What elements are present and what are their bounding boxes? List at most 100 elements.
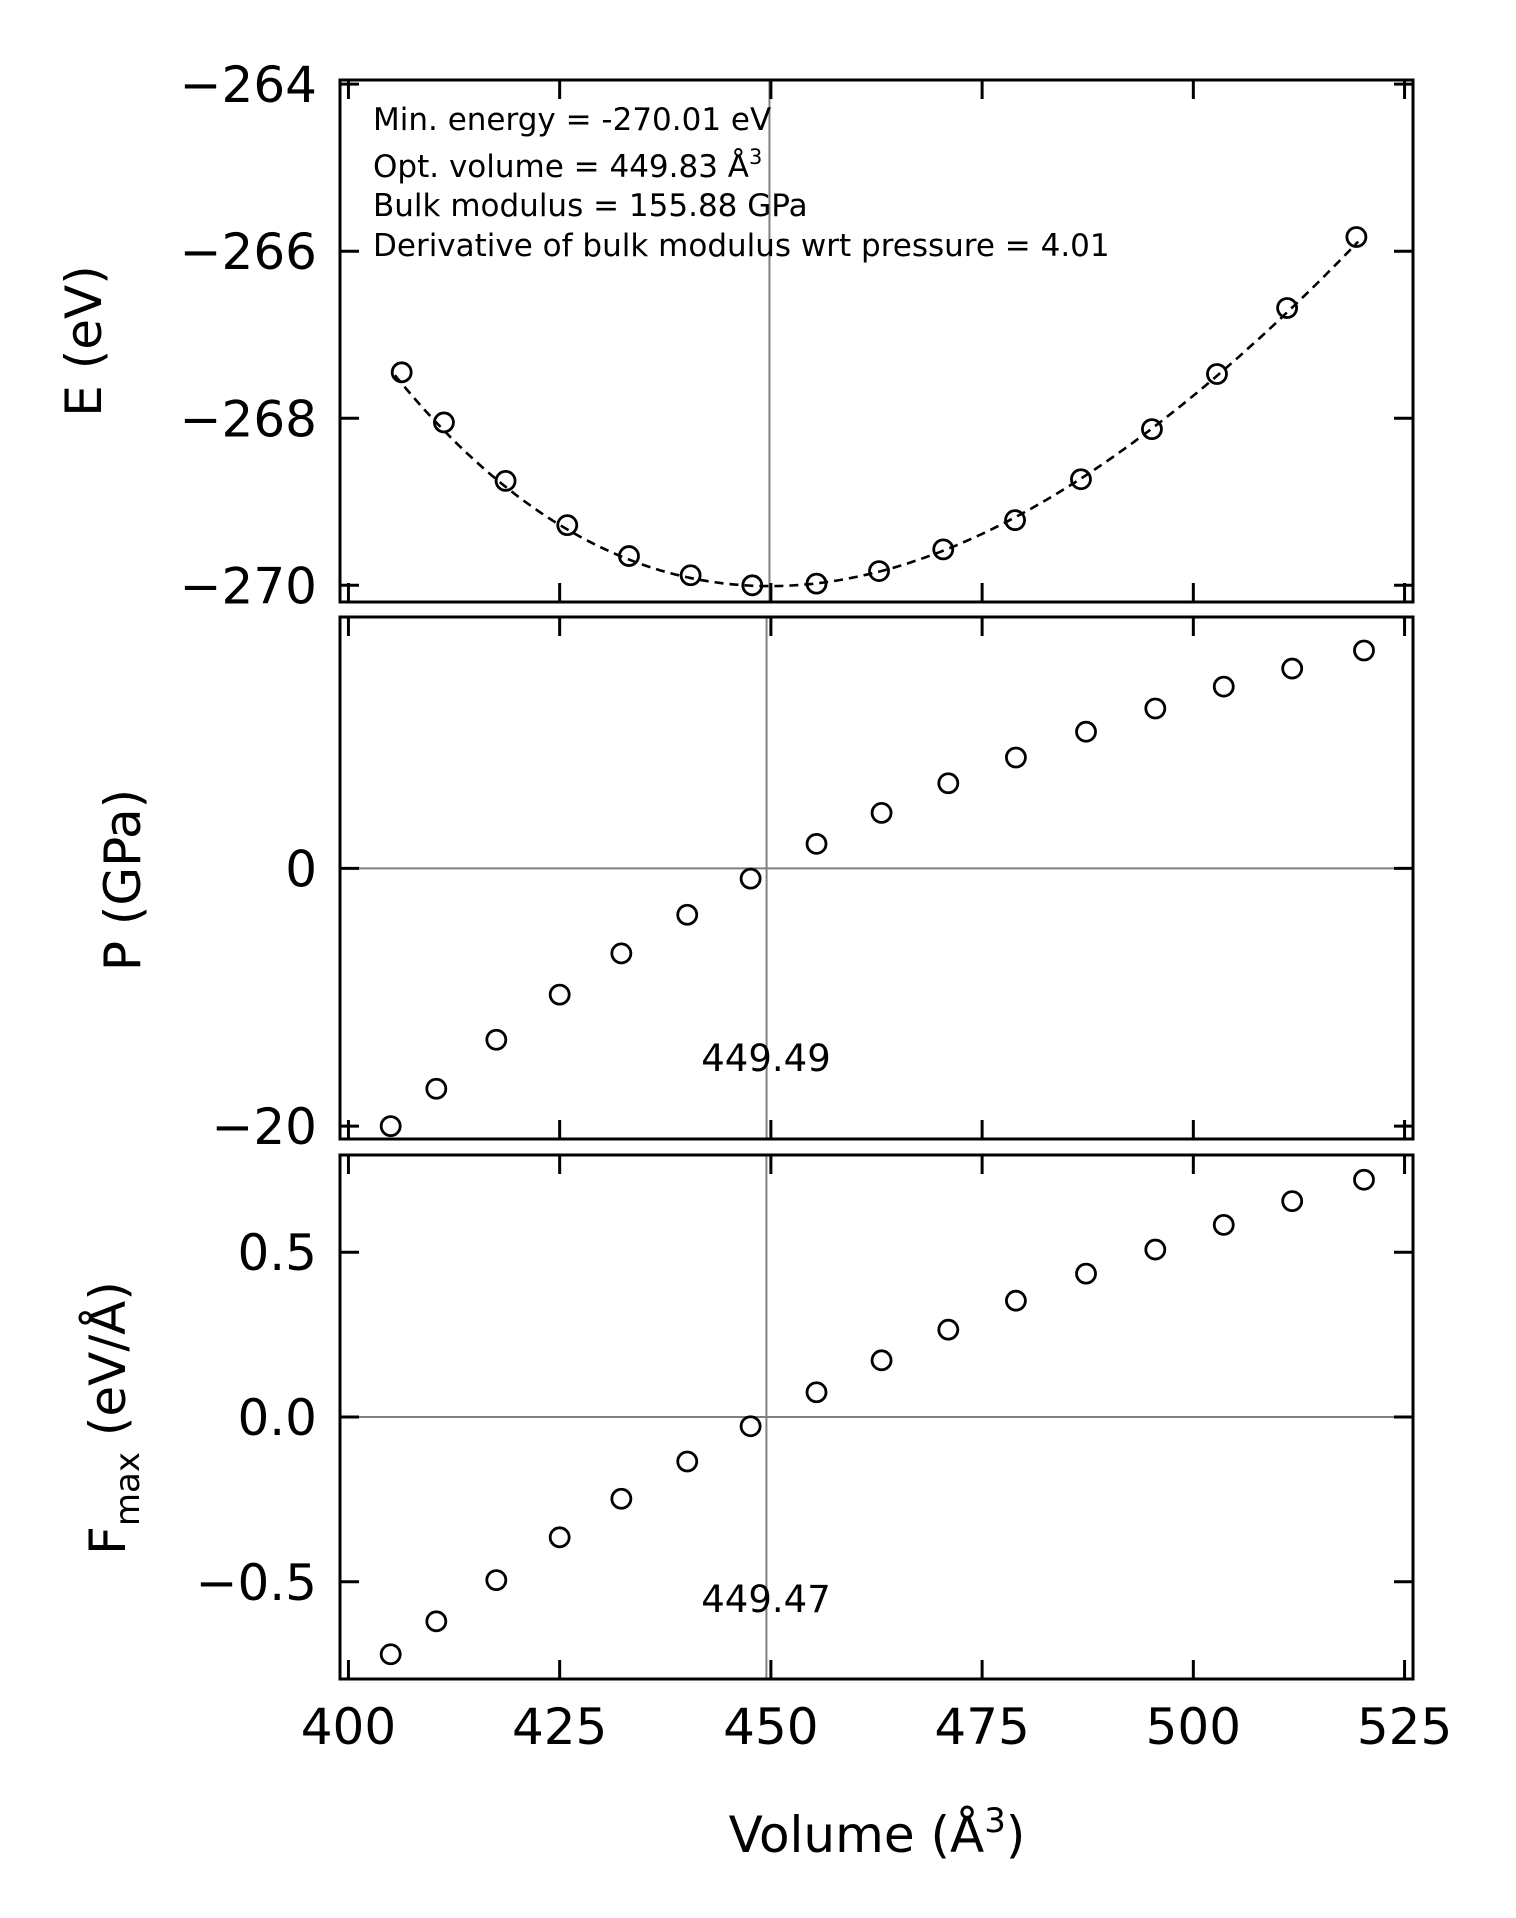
pressure-vline-label: 449.49 xyxy=(701,1037,830,1080)
force-xtick-labels: 400 425 450 475 500 525 xyxy=(301,1698,1453,1756)
force-ticks xyxy=(340,1155,1413,1679)
pressure-point xyxy=(1281,657,1304,680)
pressure-ytick-label: −20 xyxy=(211,1098,317,1156)
energy-panel: −264 −266 −268 −270 E (eV) Min. energy = -2… xyxy=(55,56,1415,615)
energy-point xyxy=(1345,226,1368,248)
energy-point xyxy=(679,564,702,587)
annotation-bulk-derivative: Derivative of bulk modulus wrt pressure … xyxy=(373,228,1110,264)
force-point xyxy=(1281,1190,1304,1213)
pressure-point xyxy=(805,832,828,855)
force-ytick-label: −0.5 xyxy=(196,1554,317,1612)
force-xtick-label: 425 xyxy=(512,1698,607,1756)
energy-ytick-label: −266 xyxy=(180,223,317,281)
pressure-frame xyxy=(338,615,1415,1141)
energy-point xyxy=(1276,297,1299,319)
force-panel: 0.5 0.0 −0.5 400 425 450 475 500 525 449.47 Fma… xyxy=(79,1153,1453,1864)
energy-point xyxy=(494,469,517,492)
energy-point xyxy=(433,411,455,434)
pressure-point xyxy=(739,867,762,890)
force-point xyxy=(1353,1168,1375,1191)
annotation-opt-volume-text: Opt. volume = 449.83 Å xyxy=(373,149,749,185)
energy-point xyxy=(868,560,890,582)
force-ylabel-suffix: (eV/Å) xyxy=(79,1281,137,1452)
energy-ytick-label: −270 xyxy=(180,557,317,615)
force-xtick-label: 475 xyxy=(934,1698,1029,1756)
pressure-point xyxy=(1075,720,1097,743)
pressure-point xyxy=(425,1077,448,1100)
force-xlabel-close: ) xyxy=(1006,1806,1026,1864)
pressure-point xyxy=(676,903,699,926)
force-point xyxy=(1005,1289,1027,1312)
energy-point xyxy=(1206,363,1228,385)
annotation-opt-volume: Opt. volume = 449.83 Å3 xyxy=(373,145,762,185)
force-point xyxy=(1075,1262,1097,1285)
energy-point xyxy=(556,514,579,537)
force-point xyxy=(425,1610,448,1633)
force-point xyxy=(485,1569,508,1592)
force-point xyxy=(805,1381,828,1404)
force-point xyxy=(610,1487,633,1510)
force-xtick-label: 400 xyxy=(301,1698,396,1756)
energy-point xyxy=(1141,418,1163,441)
pressure-point xyxy=(485,1028,508,1051)
pressure-ticks xyxy=(340,617,1413,1139)
pressure-gridlines xyxy=(340,617,1413,1139)
pressure-ytick-label: 0 xyxy=(285,840,317,898)
force-ytick-label: 0.5 xyxy=(237,1224,317,1282)
energy-point xyxy=(618,545,640,567)
force-ytick-labels: 0.5 0.0 −0.5 xyxy=(196,1224,317,1612)
force-point xyxy=(1212,1213,1235,1236)
energy-points xyxy=(390,226,1368,597)
force-ylabel-subscript: max xyxy=(108,1452,148,1526)
pressure-point xyxy=(548,983,571,1006)
energy-ticks xyxy=(340,80,1413,602)
force-point xyxy=(937,1318,960,1341)
annotation-opt-volume-superscript: 3 xyxy=(749,145,762,169)
energy-annotations: Min. energy = -270.01 eV Opt. volume = 4… xyxy=(373,102,1110,264)
energy-point xyxy=(741,574,764,597)
annotation-min-energy: Min. energy = -270.01 eV xyxy=(373,102,771,138)
energy-point xyxy=(1070,468,1092,491)
pressure-point xyxy=(1144,697,1167,720)
energy-point xyxy=(1004,509,1026,532)
energy-ytick-label: −264 xyxy=(180,56,317,114)
pressure-point xyxy=(937,772,960,795)
force-xlabel: Volume (Å3) xyxy=(729,1801,1026,1864)
pressure-points xyxy=(379,639,1375,1138)
pressure-panel: 0 −20 449.49 P (GPa) xyxy=(94,615,1415,1156)
energy-point xyxy=(805,572,828,595)
pressure-point xyxy=(610,942,633,965)
force-xtick-label: 450 xyxy=(723,1698,818,1756)
force-point xyxy=(1144,1238,1167,1261)
energy-point xyxy=(932,538,955,561)
force-gridlines xyxy=(340,1155,1413,1679)
force-ytick-label: 0.0 xyxy=(237,1389,317,1447)
force-points xyxy=(379,1168,1375,1666)
pressure-ylabel: P (GPa) xyxy=(94,789,152,971)
force-xtick-label: 500 xyxy=(1146,1698,1241,1756)
force-xtick-label: 525 xyxy=(1357,1698,1452,1756)
force-point xyxy=(739,1415,762,1438)
force-point xyxy=(870,1349,893,1372)
force-point xyxy=(676,1450,699,1473)
pressure-ytick-labels: 0 −20 xyxy=(211,840,317,1156)
annotation-bulk-modulus: Bulk modulus = 155.88 GPa xyxy=(373,188,808,224)
force-vline-label: 449.47 xyxy=(701,1578,830,1621)
force-xlabel-superscript: 3 xyxy=(984,1801,1006,1841)
pressure-point xyxy=(870,802,893,824)
force-ylabel-main: F xyxy=(79,1526,137,1555)
energy-point xyxy=(390,361,413,384)
energy-ylabel: E (eV) xyxy=(55,265,113,416)
pressure-point xyxy=(1353,639,1375,662)
force-frame xyxy=(338,1153,1415,1681)
pressure-point xyxy=(379,1115,402,1138)
energy-ytick-label: −268 xyxy=(180,390,317,448)
force-point xyxy=(548,1526,571,1549)
pressure-point xyxy=(1212,675,1235,698)
energy-frame xyxy=(338,78,1415,604)
energy-fit-curve xyxy=(393,240,1360,588)
force-xlabel-main: Volume (Å xyxy=(729,1806,985,1864)
pressure-point xyxy=(1005,746,1027,769)
energy-ytick-labels: −264 −266 −268 −270 xyxy=(180,56,317,615)
